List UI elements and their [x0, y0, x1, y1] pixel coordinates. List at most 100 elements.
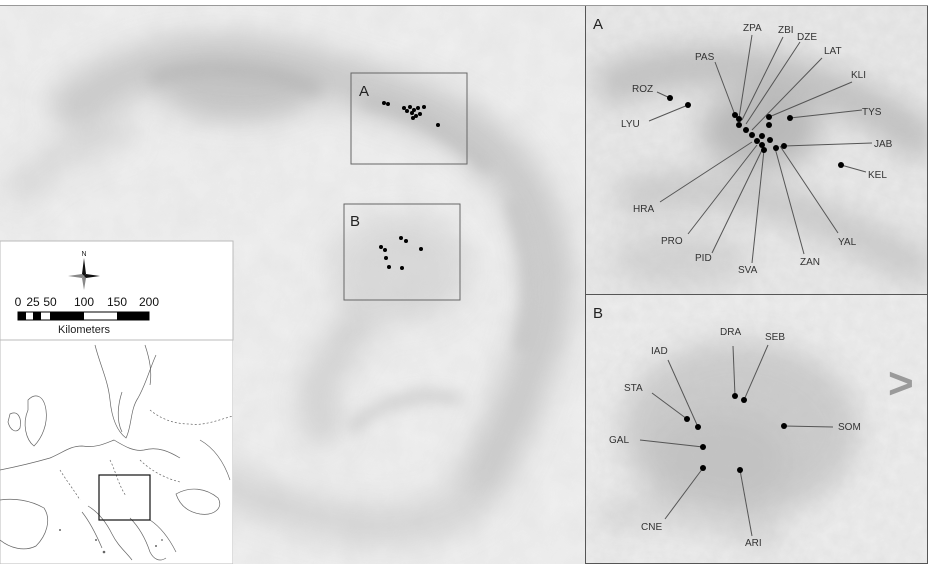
site-dot-som	[781, 423, 787, 429]
site-dot-ari	[737, 467, 743, 473]
site-label-som: SOM	[838, 422, 861, 433]
site-dot-dze	[743, 127, 749, 133]
next-arrow-button[interactable]: >	[888, 359, 914, 408]
inset-frame-a	[350, 72, 468, 165]
scale-tick-label: 50	[43, 295, 57, 309]
site-label-lat: LAT	[824, 46, 842, 57]
site-label-kli: KLI	[851, 70, 866, 81]
scale-tick-label: 200	[139, 295, 159, 309]
site-dot-roz	[667, 95, 673, 101]
site-dot	[400, 266, 404, 270]
panel-b-site-labels: IAD DRA SEB STA GAL SOM CNE ARI	[609, 327, 861, 549]
panel-b-leader-lines	[639, 344, 834, 537]
scale-labels: 0 25 50 100 150 200	[15, 295, 160, 309]
site-label-zan: ZAN	[800, 257, 820, 268]
site-label-ari: ARI	[745, 538, 762, 549]
panel-a-letter: A	[593, 16, 603, 33]
site-label-lyu: LYU	[621, 119, 640, 130]
scale-tick-label: 150	[107, 295, 127, 309]
site-label-roz: ROZ	[632, 84, 653, 95]
site-dot	[418, 112, 422, 116]
site-dot	[410, 111, 414, 115]
site-dot-lyu	[685, 102, 691, 108]
site-dot	[416, 106, 420, 110]
site-label-sta: STA	[624, 383, 643, 394]
site-dot-pid	[759, 142, 765, 148]
site-dot-zpa	[736, 116, 742, 122]
site-dot-lat	[749, 132, 755, 138]
site-label-kel: KEL	[868, 170, 887, 181]
svg-text:N: N	[81, 251, 86, 258]
site-dot-tys	[787, 115, 793, 121]
site-dot	[419, 247, 423, 251]
site-dot	[404, 239, 408, 243]
site-label-hra: HRA	[633, 204, 654, 215]
panel-b-map: B IAD DRA SEB STA	[585, 294, 928, 564]
site-dot-yal	[767, 137, 773, 143]
site-label-yal: YAL	[838, 237, 857, 248]
scale-unit-label: Kilometers	[58, 324, 110, 336]
inset-label-a: A	[359, 83, 369, 100]
site-label-zpa: ZPA	[743, 23, 762, 34]
site-label-sva: SVA	[738, 265, 758, 276]
site-label-dze: DZE	[797, 32, 817, 43]
panel-b-letter: B	[593, 305, 603, 322]
site-dot	[399, 236, 403, 240]
site-label-jab: JAB	[874, 139, 893, 150]
site-dot	[405, 109, 409, 113]
site-dot-zbi	[736, 122, 742, 128]
panel-a-map: A	[585, 5, 928, 295]
main-sites-a	[382, 101, 440, 127]
site-dot-hra	[754, 138, 760, 144]
site-dot	[412, 108, 416, 112]
panel-a-leader-lines	[648, 34, 873, 264]
site-dot	[387, 265, 391, 269]
inset-label-b: B	[350, 213, 360, 230]
site-dot	[382, 101, 386, 105]
site-label-pid: PID	[695, 253, 712, 264]
site-label-pro: PRO	[661, 236, 683, 247]
site-label-dra: DRA	[720, 327, 741, 338]
site-dot-dra	[732, 393, 738, 399]
site-dot	[414, 114, 418, 118]
site-dot	[383, 248, 387, 252]
site-label-gal: GAL	[609, 435, 629, 446]
scale-tick-label: 100	[74, 295, 94, 309]
site-dot	[379, 245, 383, 249]
site-dot-iad	[695, 424, 701, 430]
site-dot-cne	[700, 465, 706, 471]
legend-box: N 0 25 50 100 150 200 Kilometers	[0, 240, 234, 341]
panel-a-site-labels: ROZ LYU PAS ZPA ZBI DZE LAT KLI TYS JAB …	[621, 23, 893, 276]
scale-bar	[17, 311, 150, 321]
main-sites-b	[379, 236, 423, 270]
site-dot-jab	[781, 143, 787, 149]
site-dot	[384, 256, 388, 260]
panel-b-site-dots	[684, 393, 787, 473]
europe-locator-map	[0, 340, 233, 564]
site-dot	[436, 123, 440, 127]
site-dot-pro	[759, 133, 765, 139]
site-dot	[422, 105, 426, 109]
site-dot	[386, 102, 390, 106]
scale-tick-label: 25	[26, 295, 40, 309]
site-label-cne: CNE	[641, 522, 662, 533]
site-label-pas: PAS	[695, 52, 715, 63]
site-dot-zan	[773, 145, 779, 151]
site-dot-kel	[838, 162, 844, 168]
inset-frame-b	[343, 203, 461, 301]
scale-tick-label: 0	[15, 295, 22, 309]
site-label-zbi: ZBI	[778, 25, 794, 36]
site-dot-gal	[700, 444, 706, 450]
site-dot-kli	[766, 114, 772, 120]
site-label-iad: IAD	[651, 346, 668, 357]
site-dot-pas	[732, 112, 738, 118]
site-dot	[411, 116, 415, 120]
north-arrow-icon: N	[68, 251, 100, 290]
site-dot	[408, 105, 412, 109]
panel-a-site-dots	[667, 95, 844, 168]
site-label-tys: TYS	[862, 107, 882, 118]
site-dot-seb	[741, 397, 747, 403]
site-label-seb: SEB	[765, 332, 785, 343]
